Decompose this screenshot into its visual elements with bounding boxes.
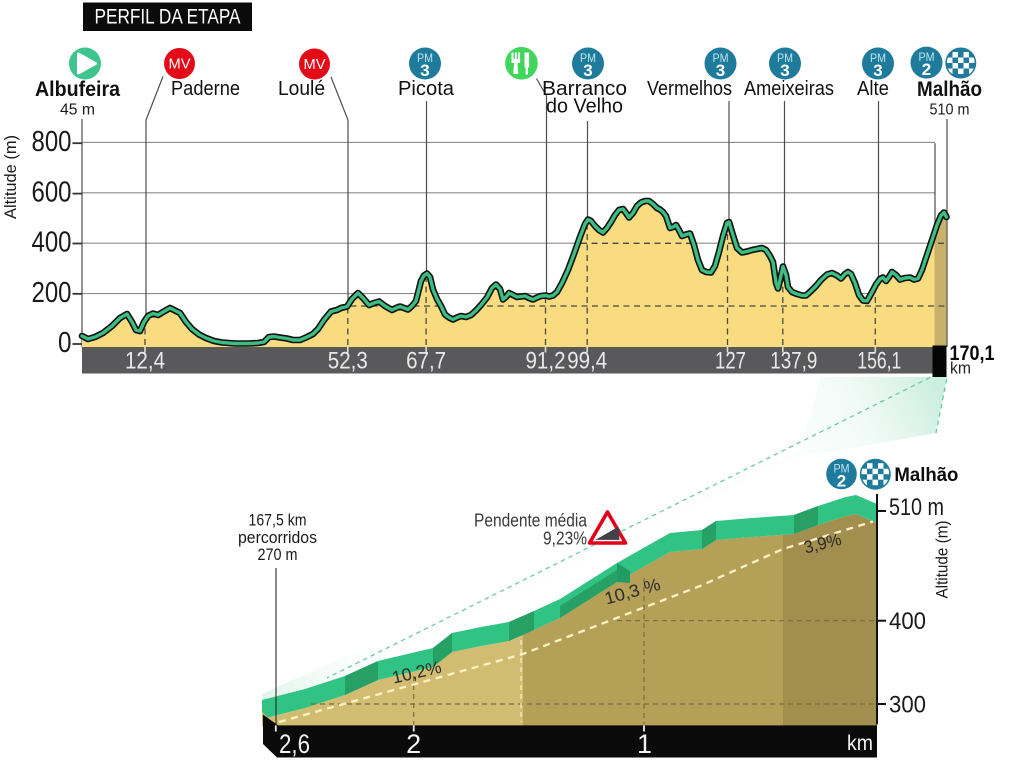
svg-text:1: 1: [637, 729, 652, 759]
svg-text:Alte: Alte: [857, 78, 889, 100]
svg-text:600: 600: [32, 177, 72, 209]
svg-text:Ameixeiras: Ameixeiras: [744, 78, 834, 100]
svg-text:Malhão: Malhão: [894, 464, 958, 486]
svg-text:156,1: 156,1: [857, 348, 901, 375]
svg-text:do Velho: do Velho: [546, 96, 623, 118]
svg-text:67,7: 67,7: [406, 348, 446, 375]
svg-text:km: km: [950, 359, 971, 378]
svg-text:PM: PM: [919, 50, 935, 64]
svg-text:2,6: 2,6: [279, 729, 310, 759]
svg-text:400: 400: [32, 227, 72, 259]
svg-text:Barranco: Barranco: [542, 78, 627, 100]
svg-text:45 m: 45 m: [60, 102, 95, 119]
svg-text:PM: PM: [580, 51, 596, 65]
svg-text:PM: PM: [417, 51, 433, 65]
svg-text:3: 3: [780, 61, 789, 80]
svg-text:200: 200: [32, 277, 72, 309]
svg-text:Vermelhos: Vermelhos: [647, 78, 732, 100]
svg-text:percorridos: percorridos: [238, 529, 317, 547]
svg-text:PM: PM: [834, 462, 850, 476]
svg-text:3: 3: [716, 61, 725, 80]
svg-text:400: 400: [889, 608, 926, 635]
svg-text:Pendente média: Pendente média: [474, 511, 588, 531]
svg-text:510 m: 510 m: [930, 102, 970, 119]
svg-text:127: 127: [715, 348, 746, 375]
svg-text:Altitude (m): Altitude (m): [1, 135, 20, 219]
svg-text:52,3: 52,3: [328, 348, 368, 375]
svg-text:99,4: 99,4: [567, 348, 607, 375]
svg-text:0: 0: [58, 327, 72, 359]
svg-text:MV: MV: [304, 57, 326, 73]
svg-text:PM: PM: [713, 51, 729, 65]
svg-text:Paderne: Paderne: [171, 78, 240, 100]
svg-text:Loulé: Loulé: [278, 78, 325, 100]
svg-text:170,1: 170,1: [950, 341, 995, 365]
svg-text:Malhão: Malhão: [917, 77, 982, 101]
svg-text:300: 300: [889, 692, 926, 719]
svg-text:PM: PM: [777, 51, 793, 65]
svg-text:PERFIL DA ETAPA: PERFIL DA ETAPA: [95, 5, 242, 29]
svg-text:510 m: 510 m: [889, 494, 944, 521]
svg-text:3: 3: [583, 61, 592, 80]
svg-text:9,23%: 9,23%: [543, 529, 587, 549]
svg-text:Picota: Picota: [398, 78, 455, 100]
svg-text:MV: MV: [169, 57, 191, 73]
svg-text:Altitude (m): Altitude (m): [934, 521, 952, 599]
svg-text:91,2: 91,2: [526, 348, 566, 375]
svg-text:270 m: 270 m: [258, 546, 298, 564]
svg-text:2: 2: [406, 729, 421, 759]
svg-text:3: 3: [420, 61, 429, 80]
svg-text:800: 800: [32, 126, 72, 158]
svg-text:2: 2: [922, 60, 931, 79]
svg-text:2: 2: [837, 472, 846, 491]
svg-text:Albufeira: Albufeira: [35, 77, 121, 101]
svg-text:3: 3: [873, 61, 882, 80]
svg-text:km: km: [847, 731, 873, 755]
svg-text:12,4: 12,4: [125, 348, 165, 375]
svg-text:167,5 km: 167,5 km: [249, 512, 307, 530]
svg-text:137,9: 137,9: [770, 348, 817, 375]
svg-text:PM: PM: [870, 51, 886, 65]
